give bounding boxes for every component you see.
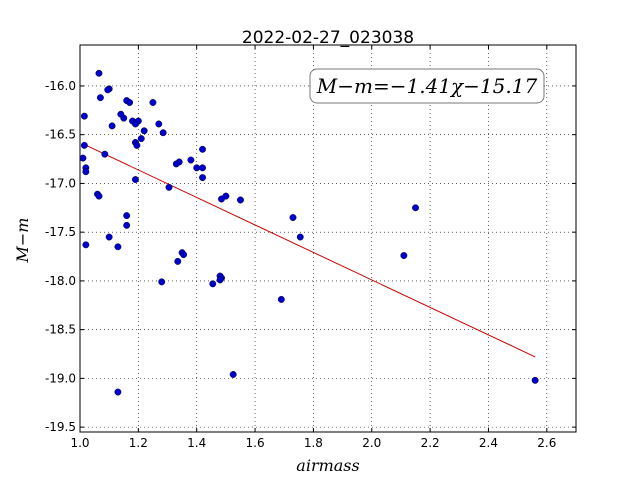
x-tick-label: 1.6 [246, 436, 265, 450]
data-point [193, 164, 201, 172]
data-point [95, 192, 103, 200]
data-point [80, 112, 88, 120]
chart-title: 2022-02-27_023038 [242, 28, 414, 48]
fit-equation-text: M−m=−1.41χ−15.17 [316, 74, 538, 98]
data-point [229, 371, 237, 378]
data-point [126, 99, 134, 106]
data-point [114, 243, 122, 251]
data-point [199, 145, 206, 153]
x-tick-label: 2.0 [362, 436, 381, 450]
data-point [218, 195, 225, 203]
data-point [80, 141, 88, 149]
y-tick-label: -16.5 [45, 128, 76, 142]
scatter-points [79, 69, 539, 396]
x-tick-label: 1.0 [70, 436, 89, 450]
data-point [96, 94, 104, 102]
y-axis-label: M−m [13, 218, 32, 264]
x-tick-label: 1.8 [304, 436, 323, 450]
x-tick-label: 1.4 [187, 436, 206, 450]
x-tick-label: 2.6 [537, 436, 556, 450]
axis-ticks: 1.0 1.2 1.4 1.6 1.8 2.0 2.2 2.4 2.6 -16.0 -16.5 -17… [45, 45, 576, 450]
x-tick-label: 1.2 [129, 436, 148, 450]
fit-equation-annotation: M−m=−1.41χ−15.17 [309, 68, 545, 104]
data-point [101, 150, 109, 158]
data-point [199, 174, 206, 182]
data-point [131, 176, 139, 183]
data-point [216, 276, 224, 284]
y-tick-label: -17.0 [45, 176, 76, 190]
data-point [187, 156, 195, 164]
data-point [149, 99, 157, 106]
data-point [82, 241, 90, 249]
data-point [108, 122, 116, 130]
data-point [289, 214, 297, 221]
y-tick-label: -16.0 [45, 79, 76, 93]
data-point [412, 204, 419, 212]
data-point [95, 69, 103, 77]
data-point [79, 154, 87, 162]
data-point [82, 168, 90, 176]
data-point [180, 251, 188, 259]
y-tick-label: -19.5 [45, 420, 76, 434]
data-point [104, 86, 112, 94]
data-point [123, 212, 131, 220]
plot-frame [79, 44, 577, 433]
data-point [140, 127, 148, 135]
x-axis-label: airmass [296, 456, 359, 475]
x-tick-label: 2.2 [421, 436, 440, 450]
data-point [133, 141, 141, 149]
y-tick-label: -18.5 [45, 323, 76, 337]
y-tick-label: -17.5 [45, 225, 76, 239]
data-point [120, 114, 128, 122]
data-point [277, 295, 285, 303]
data-point [199, 164, 206, 172]
data-point [105, 233, 113, 241]
data-point [155, 120, 163, 128]
data-point [159, 129, 167, 137]
data-point [158, 278, 166, 286]
data-point [174, 257, 182, 265]
data-point [400, 252, 408, 260]
data-point [209, 280, 217, 288]
data-point [172, 160, 180, 168]
data-point [123, 221, 131, 229]
y-tick-label: -18.0 [45, 274, 76, 288]
x-tick-label: 2.4 [479, 436, 498, 450]
data-point [131, 120, 139, 128]
data-point [531, 376, 539, 384]
fit-line [85, 144, 536, 358]
annotation-box [309, 68, 545, 104]
data-point [237, 196, 244, 204]
y-tick-label: -19.0 [45, 371, 76, 385]
fit-line-layer [85, 144, 536, 358]
data-point [165, 183, 173, 191]
data-point [114, 388, 122, 396]
data-point [296, 233, 304, 241]
data-point [137, 135, 145, 143]
